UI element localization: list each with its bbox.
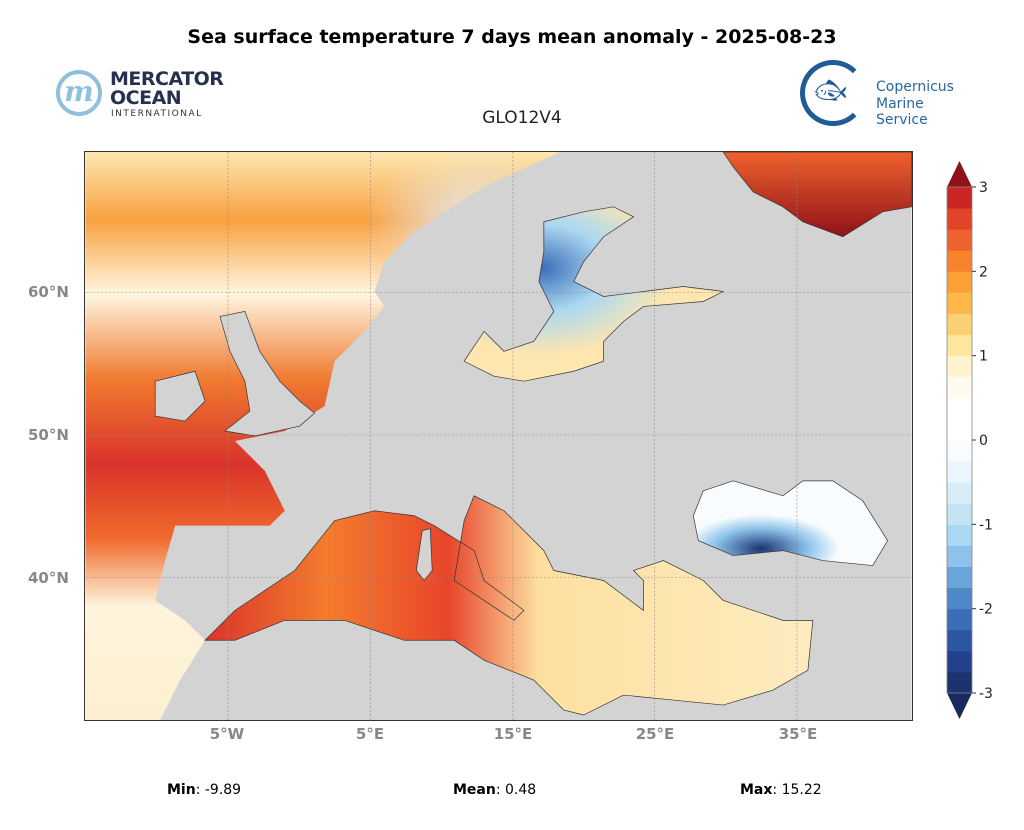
colorbar-bin (947, 482, 972, 504)
colorbar-bin (947, 229, 972, 251)
max-stat: Max: 15.22 (740, 782, 822, 798)
colorbar-bin (947, 418, 972, 441)
colorbar-bin (947, 587, 972, 610)
colorbar-tick-label: 0 (979, 433, 988, 449)
north-sea-cool-patch (234, 152, 560, 352)
colorbar-bin (947, 313, 972, 336)
colorbar-bin (947, 566, 972, 589)
colorbar-tick-label: 3 (979, 180, 988, 196)
colorbar-bin (947, 524, 972, 546)
mean-stat: Mean: 0.48 (453, 782, 536, 798)
mercator-logo-icon: m (56, 70, 102, 116)
colorbar-bin (947, 461, 972, 483)
atlantic-ocean (85, 152, 560, 720)
min-label: Min (167, 782, 196, 798)
colorbar-bin (947, 440, 972, 462)
max-label: Max (740, 782, 773, 798)
colorbar-bin (947, 271, 972, 293)
graticule (85, 152, 912, 720)
anomaly-map (84, 151, 913, 721)
lon-label: 5°E (355, 725, 385, 743)
colorbar-bin (947, 334, 972, 357)
lon-label: 35°E (778, 725, 818, 743)
mercator-ocean-logo: m MERCATOR OCEAN INTERNATIONAL (56, 68, 236, 124)
colorbar-bin (947, 376, 972, 399)
colorbar-bin (947, 671, 972, 694)
colorbar-tick-label: 2 (979, 264, 988, 280)
min-value: : -9.89 (195, 782, 242, 798)
colorbar-bin (947, 503, 972, 525)
colorbar: 3 2 1 0 -1 -2 -3 (946, 161, 993, 719)
colorbar-bin (947, 355, 972, 378)
copernicus-arc-icon (800, 60, 866, 126)
copernicus-logo-text: Copernicus (876, 79, 954, 95)
model-label: GLO12V4 (482, 108, 562, 128)
colorbar-tick-label: -2 (979, 602, 993, 618)
colorbar-bin (947, 187, 972, 209)
lon-label: 15°E (493, 725, 533, 743)
lat-label: 40°N (28, 569, 69, 587)
figure-title: Sea surface temperature 7 days mean anom… (187, 26, 837, 48)
copernicus-marine-logo: 🐟︎ Copernicus Marine Service (800, 60, 970, 130)
corsica-sardinia (415, 528, 433, 582)
lat-label: 50°N (28, 426, 69, 444)
copernicus-logo-text: Marine Service (876, 96, 928, 128)
ireland (154, 370, 206, 422)
lon-label: 5°W (209, 725, 245, 743)
mean-label: Mean (453, 782, 496, 798)
baltic-sea (463, 206, 725, 382)
mercator-logo-text: OCEAN (110, 87, 182, 109)
colorbar-under-arrow (947, 693, 972, 719)
mercator-logo-text: MERCATOR (110, 68, 224, 90)
colorbar-bin (947, 250, 972, 272)
lat-label: 60°N (28, 283, 69, 301)
colorbar-bin (947, 208, 972, 230)
mediterranean-sea (204, 495, 814, 716)
great-britain (219, 311, 316, 437)
min-stat: Min: -9.89 (167, 782, 241, 798)
mercator-logo-text: INTERNATIONAL (111, 109, 203, 119)
mean-value: : 0.48 (495, 782, 537, 798)
colorbar-tick-label: -3 (979, 686, 993, 702)
colorbar-bin (947, 397, 972, 420)
fish-icon: 🐟︎ (814, 76, 848, 106)
max-value: : 15.22 (772, 782, 822, 798)
colorbar-bin (947, 629, 972, 652)
barents-white-sea (722, 152, 912, 238)
colorbar-tick-label: -1 (979, 517, 993, 533)
colorbar-bin (947, 292, 972, 314)
black-sea (692, 480, 889, 566)
colorbar-bin (947, 650, 972, 673)
lon-label: 25°E (635, 725, 675, 743)
colorbar-tick-label: 1 (979, 349, 988, 365)
colorbar-bin (947, 545, 972, 567)
colorbar-over-arrow (947, 161, 972, 187)
colorbar-bin (947, 608, 972, 631)
